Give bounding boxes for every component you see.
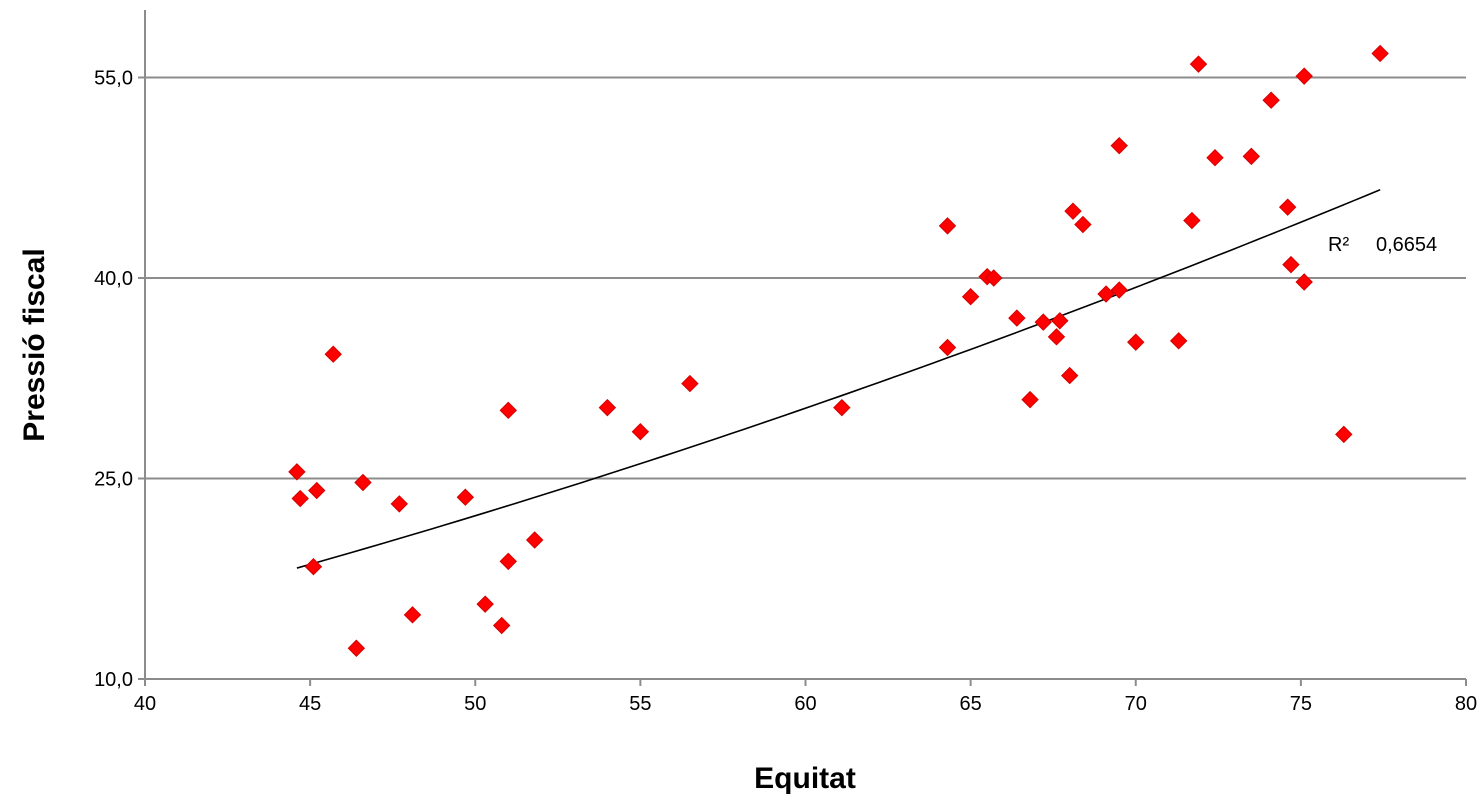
- data-point: [1074, 215, 1092, 234]
- data-point: [1335, 425, 1353, 444]
- data-point: [390, 495, 408, 513]
- axes: [138, 10, 1467, 686]
- data-point: [347, 639, 366, 657]
- x-tick-label: 45: [299, 693, 321, 715]
- data-point: [308, 481, 326, 500]
- data-point: [1295, 67, 1313, 85]
- data-point: [1064, 202, 1082, 220]
- r2-label: R²: [1328, 234, 1349, 256]
- r2-value: 0,6654: [1376, 234, 1437, 256]
- x-tick-label: 50: [464, 693, 486, 715]
- data-point: [1060, 366, 1079, 385]
- data-point: [1110, 281, 1128, 299]
- data-point: [938, 217, 957, 235]
- data-point: [291, 489, 309, 508]
- data-point: [1295, 273, 1313, 291]
- y-axis-title: Pressió fiscal: [18, 248, 51, 441]
- data-point: [961, 288, 980, 306]
- x-tick-label: 70: [1125, 693, 1147, 715]
- data-point: [598, 398, 617, 417]
- data-point: [1051, 312, 1069, 330]
- data-point: [1097, 285, 1115, 303]
- data-point: [1110, 136, 1128, 155]
- y-tick-label: 25,0: [94, 469, 133, 491]
- data-point: [288, 463, 306, 481]
- data-point: [492, 616, 511, 635]
- gridlines: [145, 76, 1466, 480]
- x-tick-label: 60: [794, 693, 816, 715]
- x-tick-label: 80: [1455, 693, 1477, 715]
- data-point: [938, 338, 957, 357]
- data-point: [1047, 328, 1066, 346]
- data-point: [1371, 44, 1389, 63]
- x-tick-label: 65: [960, 693, 982, 715]
- data-point: [1034, 313, 1052, 331]
- data-point: [499, 552, 517, 571]
- x-tick-label: 75: [1290, 693, 1312, 715]
- data-point: [1282, 255, 1300, 274]
- x-tick-label: 55: [629, 693, 651, 715]
- data-point: [681, 374, 699, 393]
- data-point: [324, 345, 342, 363]
- data-point: [1206, 148, 1224, 167]
- data-point: [1183, 211, 1201, 230]
- y-tick-label: 40,0: [94, 268, 133, 290]
- data-point: [1189, 55, 1208, 73]
- data-point: [304, 558, 323, 576]
- trendline: [296, 189, 1381, 569]
- data-points: [288, 44, 1389, 657]
- data-point: [354, 473, 372, 492]
- x-axis-title: Equitat: [754, 762, 856, 795]
- data-point: [1021, 390, 1039, 409]
- data-point: [1242, 147, 1261, 166]
- data-point: [499, 401, 517, 420]
- trendline-layer: [296, 189, 1381, 569]
- data-point: [1169, 332, 1188, 350]
- data-point: [1262, 91, 1280, 109]
- data-point: [985, 269, 1003, 287]
- data-point: [525, 531, 544, 549]
- data-point: [833, 398, 851, 417]
- data-point: [403, 606, 422, 624]
- data-point: [456, 488, 475, 506]
- data-point: [1127, 333, 1145, 351]
- y-tick-label: 10,0: [94, 669, 133, 691]
- data-point: [1008, 309, 1026, 327]
- x-tick-label: 40: [134, 693, 156, 715]
- data-point: [631, 423, 650, 441]
- y-tick-label: 55,0: [94, 68, 133, 90]
- tick-labels: 10,0 25,0 40,0 55,0 40 45 50 55 60 65 70 75 80: [94, 68, 1477, 716]
- data-point: [1278, 198, 1297, 216]
- data-point: [476, 595, 494, 613]
